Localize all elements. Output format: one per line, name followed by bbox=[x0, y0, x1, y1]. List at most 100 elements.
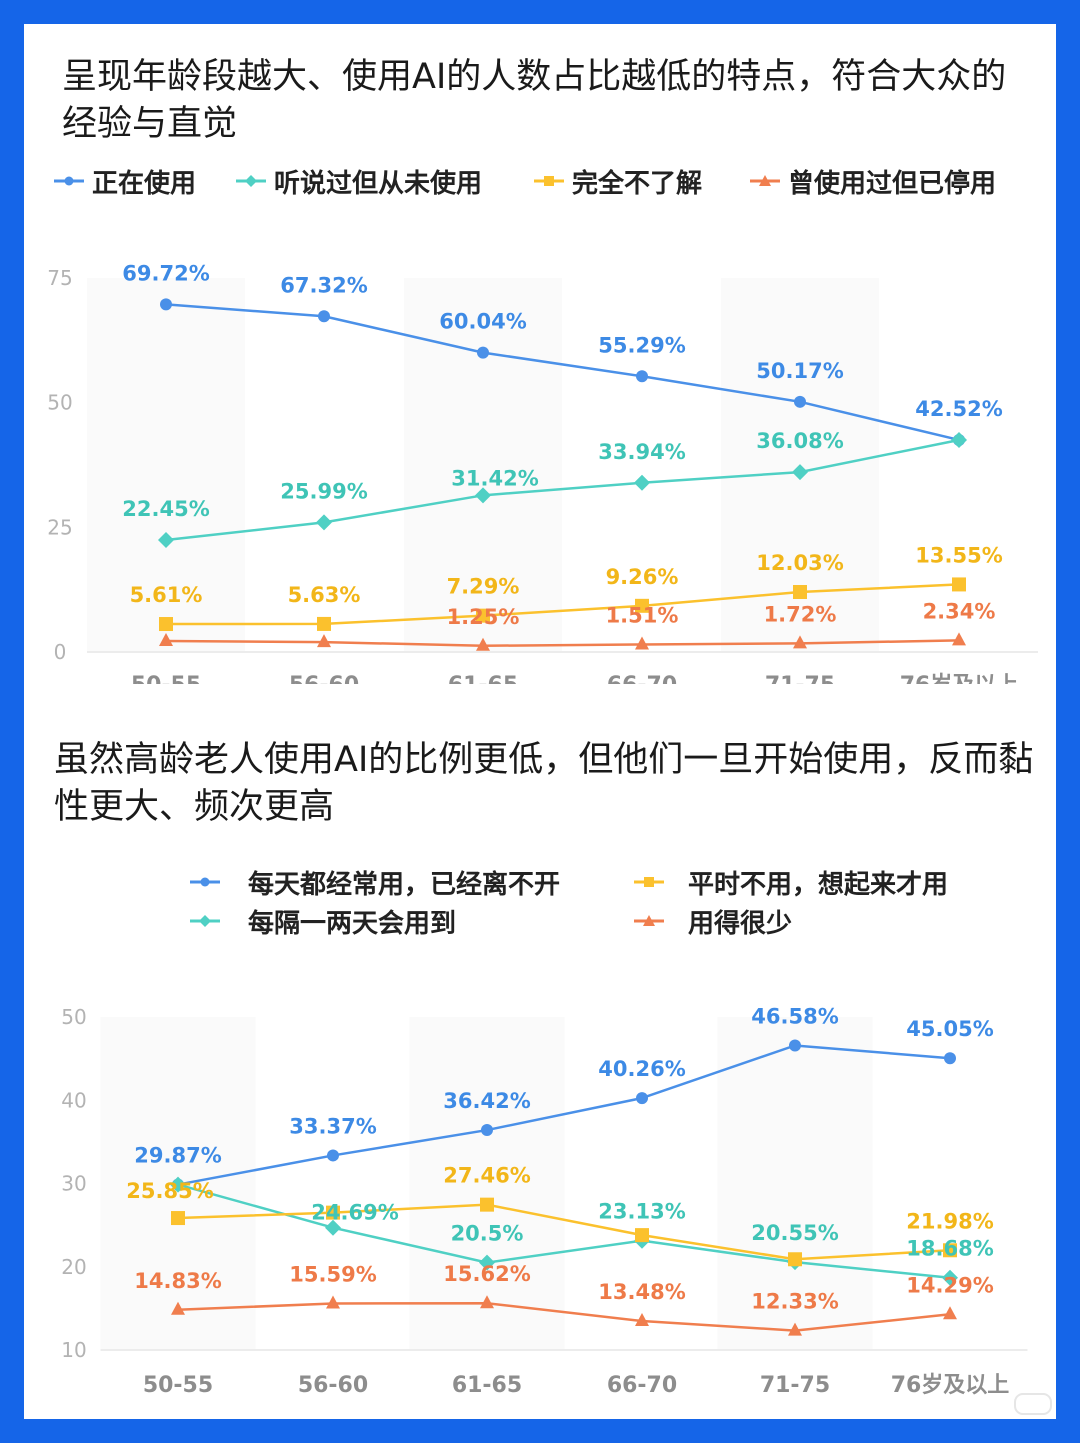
legend-diamond-icon bbox=[190, 915, 220, 927]
data-label: 14.29% bbox=[906, 1273, 993, 1297]
data-point bbox=[788, 1322, 802, 1336]
data-point bbox=[792, 464, 808, 481]
data-label: 12.03% bbox=[756, 551, 843, 575]
data-label: 15.59% bbox=[289, 1262, 376, 1286]
x-category-label: 61-65 bbox=[452, 1373, 522, 1398]
x-category-label: 61-65 bbox=[448, 673, 518, 684]
y-tick-label: 0 bbox=[54, 640, 67, 664]
legend-label: 正在使用 bbox=[92, 168, 197, 199]
data-label: 33.94% bbox=[598, 440, 685, 464]
legend-item-daily[interactable]: 每天都经常用，已经离不开 bbox=[190, 865, 560, 900]
data-label: 46.58% bbox=[751, 1004, 838, 1028]
data-label: 33.37% bbox=[289, 1114, 376, 1138]
legend-square-icon bbox=[534, 176, 564, 186]
x-category-label: 50-55 bbox=[143, 1373, 213, 1398]
data-label: 18.68% bbox=[906, 1237, 993, 1261]
data-label: 5.61% bbox=[130, 583, 203, 607]
data-point bbox=[942, 1269, 958, 1286]
data-point bbox=[480, 1295, 494, 1309]
legend-item-heard-never-used[interactable]: 听说过但从未使用 bbox=[236, 164, 482, 199]
data-label: 60.04% bbox=[439, 310, 526, 334]
data-point bbox=[325, 1219, 341, 1236]
chart-ai-usage-by-age: 0 25 50 75 50-55 56-60 61-65 66-70 71-75 76岁及以上 69… bbox=[47, 261, 1038, 684]
x-category-label: 66-70 bbox=[607, 673, 677, 684]
legend-circle-icon bbox=[54, 176, 84, 186]
data-point bbox=[317, 616, 331, 631]
data-point bbox=[477, 346, 489, 359]
data-point bbox=[794, 395, 806, 408]
data-point bbox=[479, 1254, 495, 1271]
data-label: 13.48% bbox=[598, 1280, 685, 1304]
chart-usage-frequency-by-age: 10 20 30 40 50 50-55 56-60 61-65 66-70 71-75 76岁及以… bbox=[61, 1004, 1028, 1398]
data-point bbox=[318, 310, 330, 323]
legend-item-stopped[interactable]: 曾使用过但已停用 bbox=[750, 164, 996, 199]
data-label: 1.25% bbox=[447, 605, 520, 629]
legend-triangle-icon bbox=[750, 175, 780, 186]
plot-band bbox=[87, 278, 245, 652]
legend-label: 用得很少 bbox=[688, 908, 793, 939]
legend-item-rarely[interactable]: 用得很少 bbox=[634, 904, 793, 939]
data-point bbox=[793, 585, 807, 600]
series-line bbox=[177, 1183, 951, 1279]
legend-item-using[interactable]: 正在使用 bbox=[54, 164, 197, 199]
data-label: 25.85% bbox=[126, 1179, 213, 1203]
series-line bbox=[177, 1301, 951, 1332]
data-point bbox=[635, 1313, 649, 1327]
data-label: 69.72% bbox=[122, 261, 209, 285]
series-line bbox=[177, 1044, 951, 1186]
data-point bbox=[788, 1252, 802, 1267]
data-point bbox=[636, 370, 648, 383]
data-label: 42.52% bbox=[915, 397, 1002, 421]
series-line bbox=[165, 583, 960, 626]
y-tick-label: 10 bbox=[61, 1338, 86, 1362]
legend-item-every-few-days[interactable]: 每隔一两天会用到 bbox=[190, 904, 456, 939]
data-point bbox=[475, 487, 491, 504]
data-label: 23.13% bbox=[598, 1200, 685, 1224]
data-point bbox=[480, 1197, 494, 1212]
data-point bbox=[952, 632, 966, 646]
data-label: 20.55% bbox=[751, 1221, 838, 1245]
legend-item-occasionally[interactable]: 平时不用，想起来才用 bbox=[634, 865, 948, 900]
data-label: 45.05% bbox=[906, 1017, 993, 1041]
data-point bbox=[159, 632, 173, 646]
data-point bbox=[160, 298, 172, 311]
data-point bbox=[943, 1306, 957, 1320]
data-label: 2.34% bbox=[923, 599, 996, 623]
legend-label: 完全不了解 bbox=[572, 168, 703, 199]
data-label: 1.72% bbox=[764, 602, 837, 626]
data-label: 21.98% bbox=[906, 1209, 993, 1233]
series-line bbox=[177, 1203, 951, 1261]
data-label: 50.17% bbox=[756, 359, 843, 383]
legend-item-unaware[interactable]: 完全不了解 bbox=[534, 164, 703, 199]
data-point bbox=[951, 431, 967, 448]
data-label: 24.69% bbox=[311, 1201, 398, 1225]
data-label: 40.26% bbox=[598, 1057, 685, 1081]
data-label: 31.42% bbox=[451, 466, 538, 490]
data-label: 15.62% bbox=[443, 1262, 530, 1286]
x-category-label: 50-55 bbox=[131, 673, 201, 684]
y-tick-label: 30 bbox=[61, 1172, 86, 1196]
data-point bbox=[327, 1149, 339, 1162]
data-point bbox=[635, 636, 649, 650]
legend-triangle-icon bbox=[634, 915, 664, 926]
data-point bbox=[476, 637, 490, 651]
content-card: 呈现年龄段越大、使用AI的人数占比越低的特点，符合大众的经验与直觉 正在使用 听… bbox=[24, 24, 1056, 1419]
data-point bbox=[158, 532, 174, 549]
data-point bbox=[943, 1243, 957, 1258]
y-tick-label: 50 bbox=[61, 1005, 86, 1029]
x-category-label: 76岁及以上 bbox=[891, 1372, 1010, 1398]
data-label: 20.5% bbox=[451, 1222, 524, 1246]
y-tick-label: 40 bbox=[61, 1088, 86, 1112]
x-category-label: 71-75 bbox=[765, 673, 835, 684]
data-point bbox=[476, 608, 490, 623]
data-point bbox=[317, 634, 331, 648]
x-category-label: 76岁及以上 bbox=[900, 672, 1019, 684]
data-point bbox=[171, 1211, 185, 1226]
data-point bbox=[326, 1295, 340, 1309]
plot-band bbox=[717, 1017, 873, 1350]
data-label: 25.99% bbox=[280, 479, 367, 503]
section1-title: 呈现年龄段越大、使用AI的人数占比越低的特点，符合大众的经验与直觉 bbox=[62, 57, 1007, 144]
data-label: 14.83% bbox=[134, 1269, 221, 1293]
x-category-label: 71-75 bbox=[760, 1373, 830, 1398]
y-tick-label: 20 bbox=[61, 1255, 86, 1279]
